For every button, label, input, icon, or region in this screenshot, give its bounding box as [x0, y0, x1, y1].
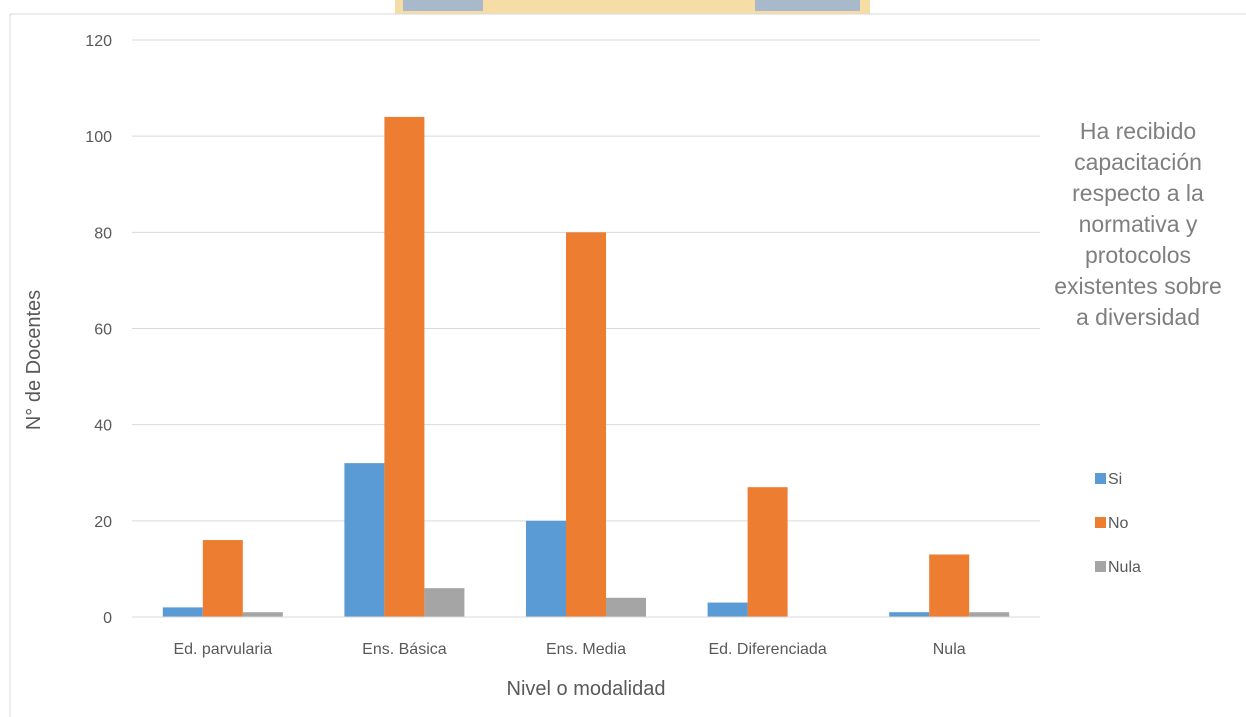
x-tick-label: Ed. parvularia [173, 641, 272, 658]
bar-no-0 [202, 540, 243, 617]
bar-nula-2 [606, 597, 646, 617]
y-tick-label: 20 [94, 514, 112, 531]
bar-nula-4 [969, 612, 1010, 617]
bars [162, 116, 1010, 618]
x-tick-label: Nula [933, 641, 966, 658]
y-tick-label: 60 [94, 322, 112, 339]
bar-no-2 [566, 232, 606, 618]
bar-si-0 [162, 607, 203, 617]
legend: Si No Nula [1095, 471, 1141, 576]
x-axis-title: Nivel o modalidad [507, 678, 666, 700]
bar-si-1 [344, 463, 385, 617]
bar-si-2 [526, 520, 566, 617]
bar-si-3 [707, 602, 748, 617]
y-tick-label: 0 [103, 610, 112, 627]
legend-label-si: Si [1108, 471, 1122, 488]
chart-title: Ha recibido capacitación respecto a la n… [1054, 118, 1222, 330]
y-tick-label: 100 [85, 129, 112, 146]
y-tick-label: 80 [94, 225, 112, 242]
bar-nula-1 [424, 588, 465, 617]
legend-swatch-nula [1095, 561, 1106, 572]
legend-swatch-no [1095, 517, 1106, 528]
y-tick-label: 120 [85, 33, 112, 50]
bar-no-1 [384, 116, 425, 617]
bar-nula-0 [242, 612, 283, 617]
y-axis-title: N° de Docentes [23, 290, 45, 430]
legend-label-nula: Nula [1108, 559, 1141, 576]
legend-swatch-si [1095, 473, 1106, 484]
x-tick-label: Ens. Básica [362, 641, 447, 658]
y-tick-label: 40 [94, 418, 112, 435]
legend-label-no: No [1108, 515, 1129, 532]
bar-no-3 [747, 487, 788, 617]
x-tick-label: Ens. Media [546, 641, 626, 658]
bar-no-4 [929, 554, 970, 617]
x-tick-label: Ed. Diferenciada [708, 641, 826, 658]
axes: 0 20 40 60 80 100 120 Ed. parvularia Ens. Básica… [85, 33, 1040, 658]
top-image-fragment [395, 0, 870, 14]
bar-si-4 [889, 612, 930, 617]
